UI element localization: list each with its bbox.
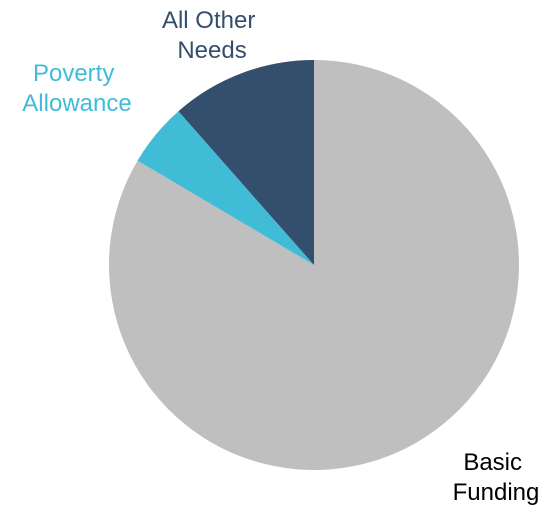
slice-label-all-other-needs-line-2: Needs [177,37,246,64]
pie-slice-basic-funding [109,60,520,470]
slice-label-all-other-needs: All Other Needs [162,7,262,64]
slice-label-basic-funding: Basic Funding [453,449,540,506]
pie-labels: Basic Funding Poverty Allowance All Othe… [22,7,539,506]
pie-slice-all-other-needs [178,59,314,265]
slice-label-poverty-allowance-line-2: Allowance [22,90,131,117]
pie-slices [109,59,520,470]
pie-slice-poverty-allowance [137,111,314,265]
slice-label-poverty-allowance-line-1: Poverty [33,60,114,87]
slice-label-basic-funding-line-1: Basic [463,449,522,476]
slice-label-poverty-allowance: Poverty Allowance [22,60,131,117]
slice-label-basic-funding-line-2: Funding [453,479,540,506]
slice-label-all-other-needs-line-1: All Other [162,7,255,34]
